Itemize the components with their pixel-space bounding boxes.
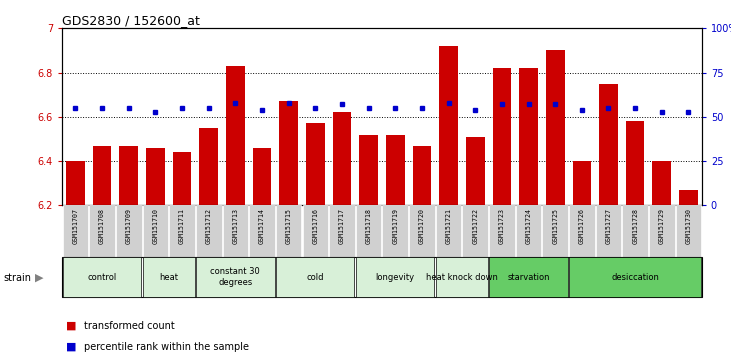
- Bar: [599, 84, 618, 205]
- Bar: [572, 161, 591, 205]
- Text: longevity: longevity: [376, 273, 414, 281]
- Bar: [412, 145, 431, 205]
- Text: GDS2830 / 152600_at: GDS2830 / 152600_at: [62, 14, 200, 27]
- FancyBboxPatch shape: [675, 205, 701, 258]
- FancyBboxPatch shape: [356, 257, 434, 297]
- Text: strain: strain: [4, 273, 31, 283]
- Text: GSM151730: GSM151730: [686, 208, 692, 244]
- FancyBboxPatch shape: [436, 205, 461, 258]
- Bar: [546, 50, 564, 205]
- Text: GSM151717: GSM151717: [339, 208, 345, 244]
- Bar: [626, 121, 645, 205]
- Text: heat: heat: [159, 273, 178, 281]
- FancyBboxPatch shape: [489, 205, 515, 258]
- Bar: [173, 152, 192, 205]
- Text: cold: cold: [306, 273, 324, 281]
- Text: GSM151724: GSM151724: [526, 208, 531, 244]
- Text: GSM151710: GSM151710: [153, 208, 159, 244]
- FancyBboxPatch shape: [276, 205, 301, 258]
- FancyBboxPatch shape: [143, 257, 194, 297]
- Text: GSM151723: GSM151723: [499, 208, 505, 244]
- FancyBboxPatch shape: [356, 205, 382, 258]
- FancyBboxPatch shape: [409, 205, 435, 258]
- Text: GSM151709: GSM151709: [126, 208, 132, 244]
- FancyBboxPatch shape: [143, 205, 168, 258]
- Bar: [119, 145, 138, 205]
- Text: starvation: starvation: [507, 273, 550, 281]
- Text: GSM151708: GSM151708: [99, 208, 105, 244]
- Text: GSM151728: GSM151728: [632, 208, 638, 244]
- Text: constant 30
degrees: constant 30 degrees: [211, 267, 260, 287]
- FancyBboxPatch shape: [303, 205, 328, 258]
- FancyBboxPatch shape: [569, 205, 594, 258]
- FancyBboxPatch shape: [63, 205, 88, 258]
- Text: ■: ■: [66, 342, 76, 352]
- FancyBboxPatch shape: [436, 257, 488, 297]
- FancyBboxPatch shape: [116, 205, 142, 258]
- Bar: [253, 148, 271, 205]
- Bar: [360, 135, 378, 205]
- Text: percentile rank within the sample: percentile rank within the sample: [84, 342, 249, 352]
- FancyBboxPatch shape: [89, 205, 115, 258]
- FancyBboxPatch shape: [196, 205, 221, 258]
- Text: GSM151707: GSM151707: [72, 208, 78, 244]
- Text: heat knock down: heat knock down: [426, 273, 498, 281]
- FancyBboxPatch shape: [596, 205, 621, 258]
- FancyBboxPatch shape: [62, 257, 702, 297]
- Text: control: control: [88, 273, 117, 281]
- FancyBboxPatch shape: [170, 205, 195, 258]
- Bar: [679, 190, 698, 205]
- FancyBboxPatch shape: [329, 205, 355, 258]
- Bar: [146, 148, 164, 205]
- FancyBboxPatch shape: [516, 205, 542, 258]
- Text: GSM151720: GSM151720: [419, 208, 425, 244]
- FancyBboxPatch shape: [382, 205, 408, 258]
- Text: GSM151725: GSM151725: [552, 208, 558, 244]
- Text: GSM151715: GSM151715: [286, 208, 292, 244]
- Text: GSM151719: GSM151719: [393, 208, 398, 244]
- Bar: [66, 161, 85, 205]
- FancyBboxPatch shape: [489, 257, 568, 297]
- FancyBboxPatch shape: [622, 205, 648, 258]
- Text: GSM151711: GSM151711: [179, 208, 185, 244]
- Bar: [333, 113, 352, 205]
- Text: transformed count: transformed count: [84, 321, 175, 331]
- Bar: [493, 68, 511, 205]
- FancyBboxPatch shape: [249, 205, 275, 258]
- Text: ▶: ▶: [35, 273, 44, 283]
- FancyBboxPatch shape: [569, 257, 701, 297]
- FancyBboxPatch shape: [542, 205, 568, 258]
- Bar: [93, 145, 111, 205]
- FancyBboxPatch shape: [276, 257, 355, 297]
- Bar: [279, 101, 298, 205]
- FancyBboxPatch shape: [222, 205, 248, 258]
- Text: GSM151716: GSM151716: [312, 208, 318, 244]
- Bar: [200, 128, 218, 205]
- FancyBboxPatch shape: [649, 205, 675, 258]
- Text: ■: ■: [66, 321, 76, 331]
- Text: GSM151722: GSM151722: [472, 208, 478, 244]
- Text: GSM151713: GSM151713: [232, 208, 238, 244]
- Text: desiccation: desiccation: [611, 273, 659, 281]
- Bar: [439, 46, 458, 205]
- Bar: [466, 137, 485, 205]
- Text: GSM151712: GSM151712: [205, 208, 212, 244]
- Bar: [306, 124, 325, 205]
- Text: GSM151727: GSM151727: [605, 208, 611, 244]
- Bar: [386, 135, 404, 205]
- Text: GSM151726: GSM151726: [579, 208, 585, 244]
- Text: GSM151718: GSM151718: [366, 208, 371, 244]
- Text: GSM151729: GSM151729: [659, 208, 664, 244]
- FancyBboxPatch shape: [463, 205, 488, 258]
- FancyBboxPatch shape: [63, 257, 141, 297]
- Bar: [226, 66, 245, 205]
- Bar: [653, 161, 671, 205]
- Bar: [519, 68, 538, 205]
- FancyBboxPatch shape: [196, 257, 275, 297]
- Text: GSM151721: GSM151721: [446, 208, 452, 244]
- Text: GSM151714: GSM151714: [259, 208, 265, 244]
